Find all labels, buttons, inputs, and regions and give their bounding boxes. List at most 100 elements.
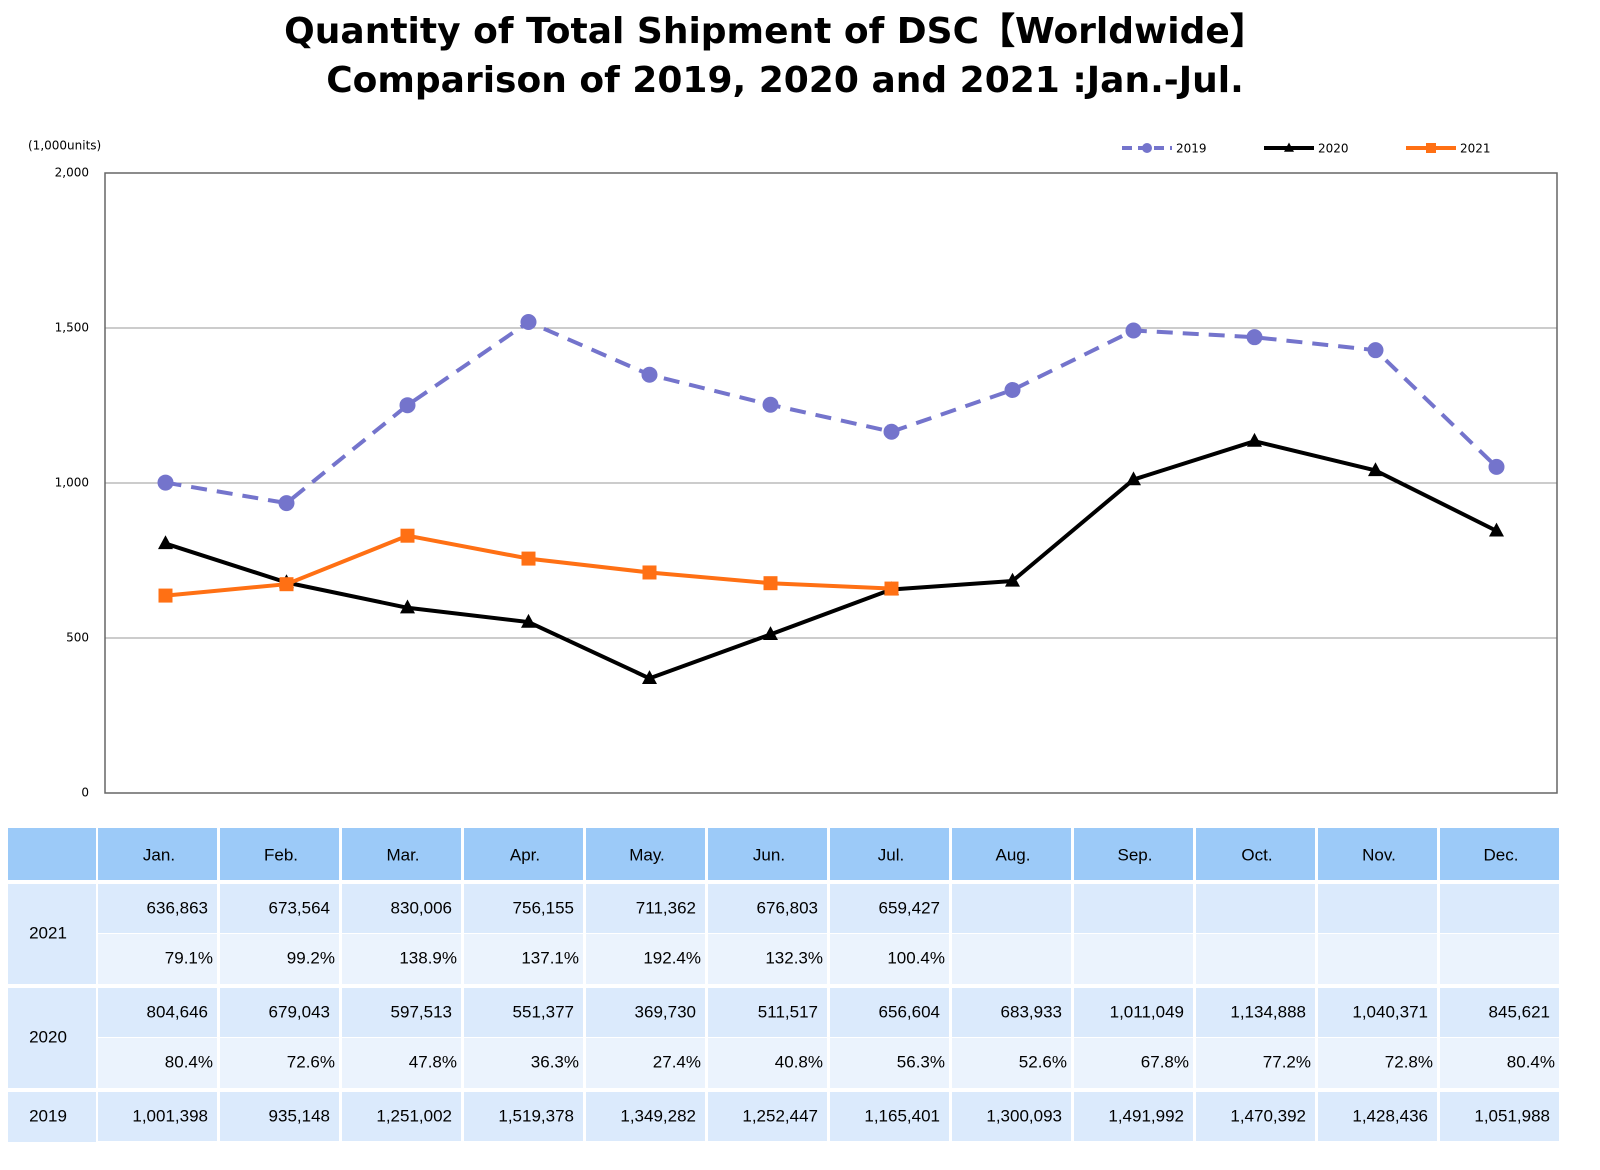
ratio-label: 67.8% <box>1141 1052 1189 1071</box>
table-cell <box>98 988 217 1037</box>
month-label: Aug. <box>996 845 1031 864</box>
table-cell <box>1440 1038 1559 1088</box>
table-cell <box>708 884 827 933</box>
table-cell <box>1074 884 1193 933</box>
table-cell <box>830 988 949 1037</box>
table-cell <box>1318 884 1437 933</box>
table-header-cell <box>586 828 705 880</box>
ratio-label: 79.1% <box>165 948 213 967</box>
value-label: 369,730 <box>635 1002 696 1021</box>
plot-frame <box>104 172 1558 794</box>
ratio-label: 36.3% <box>531 1052 579 1071</box>
table-cell <box>830 1038 949 1088</box>
table-header-cell <box>1196 828 1315 880</box>
table-cell <box>586 988 705 1037</box>
value-label: 673,564 <box>269 898 330 917</box>
value-label: 659,427 <box>879 898 940 917</box>
value-label: 1,428,436 <box>1352 1106 1428 1125</box>
value-label: 1,491,992 <box>1108 1106 1184 1125</box>
table-header-cell <box>98 828 217 880</box>
legend-marker <box>1426 143 1436 153</box>
point <box>642 565 657 580</box>
legend-label: 2019 <box>1176 142 1207 156</box>
value-label: 1,470,392 <box>1230 1106 1306 1125</box>
series-line <box>165 533 892 598</box>
table-cell <box>1440 884 1559 933</box>
ratio-label: 52.6% <box>1019 1052 1067 1071</box>
ratio-label: 47.8% <box>409 1052 457 1071</box>
value-label: 683,933 <box>1001 1002 1062 1021</box>
value-label: 1,134,888 <box>1230 1002 1306 1021</box>
table-cell <box>464 884 583 933</box>
table-cell <box>464 1038 583 1088</box>
ratio-label: 40.8% <box>775 1052 823 1071</box>
table-cell <box>464 1092 583 1141</box>
value-label: 1,051,988 <box>1474 1106 1550 1125</box>
table-cell <box>952 884 1071 933</box>
table-cell <box>342 884 461 933</box>
value-label: 636,863 <box>147 898 208 917</box>
table-header-cell <box>464 828 583 880</box>
table-cell <box>1440 988 1559 1037</box>
month-label: Feb. <box>264 845 298 864</box>
table-cell <box>1196 988 1315 1037</box>
table-cell <box>342 988 461 1037</box>
table-cell <box>220 1038 339 1088</box>
row-label-cell <box>8 988 96 1088</box>
value-label: 756,155 <box>513 898 574 917</box>
table-cell <box>220 1092 339 1141</box>
y-tick-label: 0 <box>81 786 89 800</box>
table-cell <box>830 934 949 984</box>
point <box>884 581 899 596</box>
table-cell <box>586 884 705 933</box>
table-header-cell <box>220 828 339 880</box>
point <box>521 613 536 628</box>
point <box>399 397 416 414</box>
table-header-cell <box>8 828 96 880</box>
ratio-label: 137.1% <box>521 948 579 967</box>
month-label: May. <box>629 845 665 864</box>
value-label: 676,803 <box>757 898 818 917</box>
value-label: 711,362 <box>636 898 696 917</box>
value-label: 511,517 <box>758 1002 818 1021</box>
table-cell <box>1196 884 1315 933</box>
legend-label: 2021 <box>1460 142 1491 156</box>
table-cell <box>1074 934 1193 984</box>
ratio-label: 72.6% <box>287 1052 335 1071</box>
point <box>1246 329 1263 346</box>
month-label: Mar. <box>386 845 419 864</box>
table-cell <box>952 934 1071 984</box>
ratio-label: 77.2% <box>1263 1052 1311 1071</box>
table-cell <box>1318 1092 1437 1141</box>
value-label: 804,646 <box>147 1002 208 1021</box>
ratio-label: 100.4% <box>887 948 945 967</box>
point <box>1368 462 1383 477</box>
table-cell <box>1318 1038 1437 1088</box>
table-cell <box>342 934 461 984</box>
table-cell <box>464 934 583 984</box>
table-cell <box>1196 1092 1315 1141</box>
table-cell <box>586 1038 705 1088</box>
table-cell <box>708 988 827 1037</box>
table-header-cell <box>1318 828 1437 880</box>
value-label: 935,148 <box>269 1106 330 1125</box>
point <box>400 528 415 543</box>
point <box>400 599 415 614</box>
table-cell <box>1440 934 1559 984</box>
point <box>1247 432 1262 447</box>
point <box>642 670 657 685</box>
table-cell <box>586 934 705 984</box>
point <box>1005 572 1020 587</box>
value-label: 1,300,093 <box>986 1106 1062 1125</box>
table-header-cell <box>952 828 1071 880</box>
month-label: Dec. <box>1484 845 1519 864</box>
table-cell <box>708 934 827 984</box>
table-cell <box>830 884 949 933</box>
value-label: 1,040,371 <box>1352 1002 1428 1021</box>
row-label-cell <box>8 1092 96 1142</box>
table-cell <box>1196 934 1315 984</box>
point <box>762 396 779 413</box>
table-header-cell <box>830 828 949 880</box>
value-label: 830,006 <box>391 898 452 917</box>
ratio-label: 132.3% <box>765 948 823 967</box>
